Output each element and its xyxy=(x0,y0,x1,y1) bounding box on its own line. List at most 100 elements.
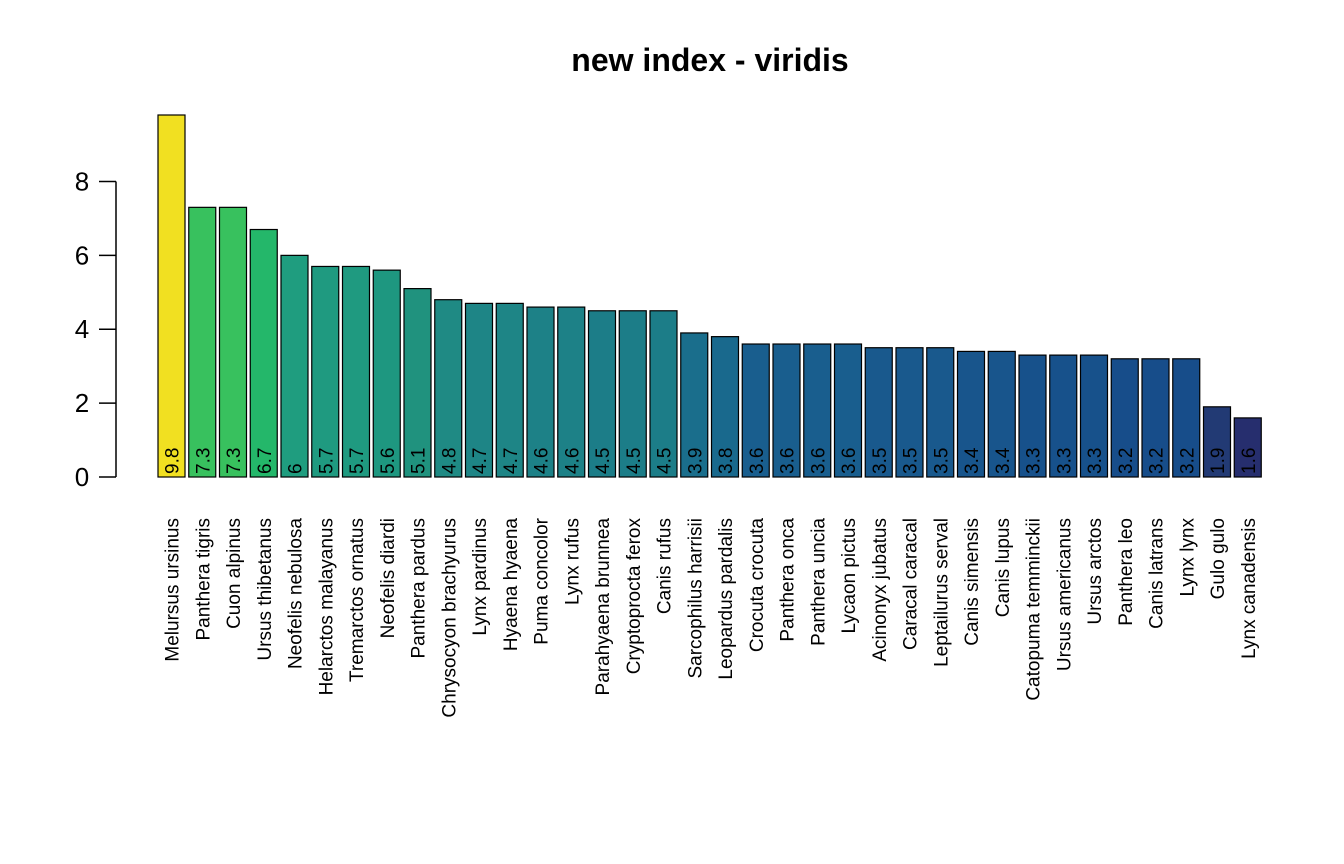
chart-title: new index - viridis xyxy=(571,42,848,78)
bar-value-label: 3.2 xyxy=(1116,448,1137,474)
bar xyxy=(434,299,463,478)
bar-value-label: 3.9 xyxy=(685,448,706,474)
x-tick-label: Helarctos malayanus xyxy=(316,518,337,695)
bar xyxy=(218,206,248,478)
y-tick-label: 8 xyxy=(75,166,89,196)
bar-value-label: 3.5 xyxy=(870,448,891,474)
bar xyxy=(1233,417,1262,478)
x-tick-label: Panthera pardus xyxy=(409,518,430,659)
bar xyxy=(341,265,371,478)
bar xyxy=(833,343,863,478)
x-tick-label: Chrysocyon brachyurus xyxy=(439,518,460,718)
bar-value-label: 3.6 xyxy=(747,448,768,474)
bar-value-label: 3.6 xyxy=(778,448,799,474)
bar-value-label: 4.6 xyxy=(532,448,553,474)
bar xyxy=(188,206,217,478)
x-tick-label: Canis simensis xyxy=(962,518,983,646)
bar xyxy=(372,269,401,478)
bar xyxy=(495,302,524,478)
x-tick-label: Neofelis diardi xyxy=(378,518,399,638)
bar xyxy=(280,254,309,478)
value-labels-group: 9.8 7.3 7.3 6.7 6 5.7 5.7 5.6 5.1 4.8 4.7 4.7 4.6 4.6… xyxy=(163,447,1260,474)
bar-value-label: 3.3 xyxy=(1054,448,1075,474)
bar xyxy=(1079,354,1109,478)
x-tick-label: Lynx lynx xyxy=(1177,518,1198,597)
x-tick-label: Panthera uncia xyxy=(808,518,829,646)
bar-value-label: 4.7 xyxy=(470,448,491,474)
x-tick-label: Crocuta crocuta xyxy=(747,518,768,653)
bar-value-label: 3.4 xyxy=(993,447,1014,474)
bar xyxy=(1110,358,1139,478)
bar xyxy=(710,336,740,478)
bar-value-label: 9.8 xyxy=(163,448,184,474)
y-axis: 0 2 4 6 8 xyxy=(75,166,117,492)
y-tick-label: 6 xyxy=(75,240,89,270)
bar xyxy=(526,306,555,478)
bar xyxy=(249,228,278,478)
bar xyxy=(803,343,832,478)
bar xyxy=(1018,354,1047,478)
x-tick-label: Panthera onca xyxy=(778,518,799,642)
bar-value-label: 3.4 xyxy=(962,447,983,474)
bar-value-label: 5.6 xyxy=(378,448,399,474)
x-tick-label: Lycaon pictus xyxy=(839,518,860,633)
bar-value-label: 4.5 xyxy=(593,448,614,474)
bar xyxy=(680,332,709,478)
x-tick-label: Ursus americanus xyxy=(1054,518,1075,671)
bar-value-label: 4.7 xyxy=(501,448,522,474)
x-tick-label: Catopuma temminckii xyxy=(1024,518,1045,701)
x-tick-label: Panthera leo xyxy=(1116,518,1137,626)
x-tick-label: Hyaena hyaena xyxy=(501,518,522,652)
bar-value-label: 3.2 xyxy=(1147,448,1168,474)
bar-value-label: 3.3 xyxy=(1085,448,1106,474)
bar xyxy=(864,347,893,478)
x-tick-label: Neofelis nebulosa xyxy=(286,518,307,669)
bar xyxy=(649,310,678,478)
bar xyxy=(1141,358,1170,478)
x-tick-label: Leptailurus serval xyxy=(931,518,952,667)
bar-value-label: 3.8 xyxy=(716,448,737,474)
x-tick-label: Gulo gulo xyxy=(1208,518,1229,599)
bar-value-label: 3.3 xyxy=(1024,448,1045,474)
x-tick-label: Parahyaena brunnea xyxy=(593,518,614,696)
x-tick-label: Puma concolor xyxy=(532,517,553,644)
bar xyxy=(987,350,1016,478)
x-tick-label: Melursus ursinus xyxy=(163,518,184,662)
bar xyxy=(587,310,617,478)
x-tick-label: Acinonyx jubatus xyxy=(870,518,891,662)
bars-group xyxy=(157,114,1262,478)
x-tick-label: Leopardus pardalis xyxy=(716,518,737,680)
bar xyxy=(403,288,432,478)
bar-value-label: 4.5 xyxy=(624,448,645,474)
x-tick-label: Panthera tigris xyxy=(193,518,214,641)
x-tick-label: Lynx pardinus xyxy=(470,518,491,636)
bar xyxy=(741,343,770,478)
y-tick-label: 4 xyxy=(75,314,89,344)
bar xyxy=(956,350,986,478)
bar xyxy=(1049,354,1078,478)
bar-value-label: 6.7 xyxy=(255,448,276,474)
x-tick-label: Sarcophilus harrisii xyxy=(685,518,706,679)
y-tick-label: 2 xyxy=(75,388,89,418)
x-tick-label: Lynx canadensis xyxy=(1239,518,1260,659)
x-tick-label: Canis lupus xyxy=(993,518,1014,617)
bar xyxy=(557,306,586,478)
bar xyxy=(1202,406,1232,478)
bar-value-label: 5.1 xyxy=(409,448,430,474)
bar-value-label: 7.3 xyxy=(193,448,214,474)
bar-value-label: 5.7 xyxy=(316,448,337,474)
bar-value-label: 7.3 xyxy=(224,448,245,474)
bar-value-label: 4.8 xyxy=(439,448,460,474)
x-tick-labels-group: Melursus ursinus Panthera tigris Cuon alpi… xyxy=(163,517,1260,717)
bar xyxy=(157,114,186,478)
bar-value-label: 5.7 xyxy=(347,448,368,474)
bar-value-label: 3.5 xyxy=(931,448,952,474)
bar-value-label: 3.6 xyxy=(808,448,829,474)
bar-value-label: 3.5 xyxy=(901,448,922,474)
x-tick-label: Tremarctos ornatus xyxy=(347,518,368,682)
x-tick-label: Canis rufus xyxy=(655,518,676,614)
bar xyxy=(772,343,801,478)
bar-value-label: 1.9 xyxy=(1208,448,1229,474)
bar-value-label: 4.5 xyxy=(655,448,676,474)
